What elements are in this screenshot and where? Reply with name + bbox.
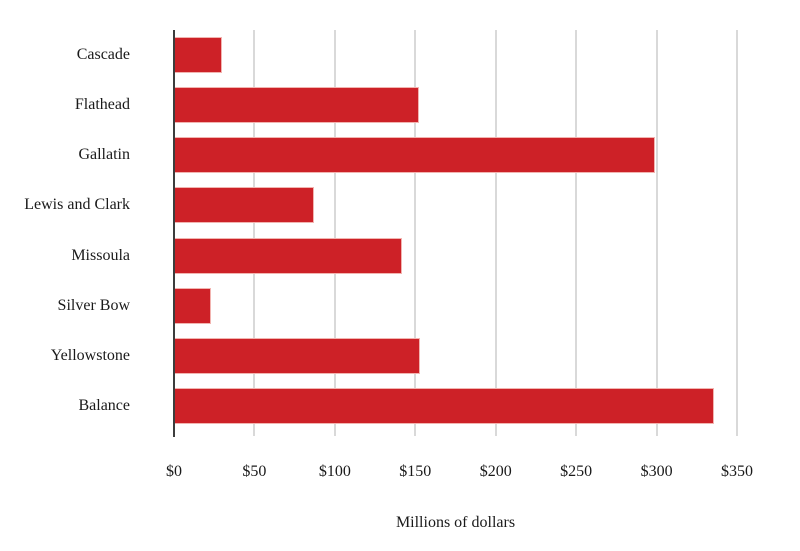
category-label: Cascade <box>76 46 130 64</box>
category-label: Lewis and Clark <box>24 196 130 214</box>
gridline <box>575 30 578 436</box>
category-label: Yellowstone <box>50 346 130 364</box>
x-axis-title: Millions of dollars <box>395 514 516 531</box>
gridline <box>414 30 417 436</box>
bar-balance <box>174 387 715 424</box>
plot-area <box>173 30 738 437</box>
x-tick-label: $100 <box>318 463 351 480</box>
gridline <box>253 30 256 436</box>
x-tick-label: $250 <box>560 463 593 480</box>
bar-lewis-and-clark <box>174 187 314 224</box>
bar-yellowstone <box>174 337 421 374</box>
x-tick-label: $200 <box>479 463 512 480</box>
gridline <box>333 30 336 436</box>
gridline <box>736 30 738 436</box>
gridline <box>494 30 497 436</box>
y-axis-line <box>173 30 175 437</box>
x-tick-label: $0 <box>166 463 182 480</box>
bar-missoula <box>174 237 403 274</box>
bar-silver-bow <box>174 287 211 324</box>
bar-cascade <box>174 37 223 74</box>
gridline <box>655 30 658 436</box>
x-tick-label: $50 <box>242 463 267 480</box>
x-tick-label: $150 <box>399 463 432 480</box>
x-tick-label: $300 <box>640 463 673 480</box>
bar-gallatin <box>174 137 655 174</box>
category-label: Silver Bow <box>57 296 130 314</box>
x-tick-label: $350 <box>721 463 753 480</box>
category-label: Missoula <box>71 246 130 264</box>
category-label: Balance <box>78 396 130 414</box>
bar-flathead <box>174 87 419 124</box>
category-label: Flathead <box>74 96 130 114</box>
category-label: Gallatin <box>78 146 130 164</box>
